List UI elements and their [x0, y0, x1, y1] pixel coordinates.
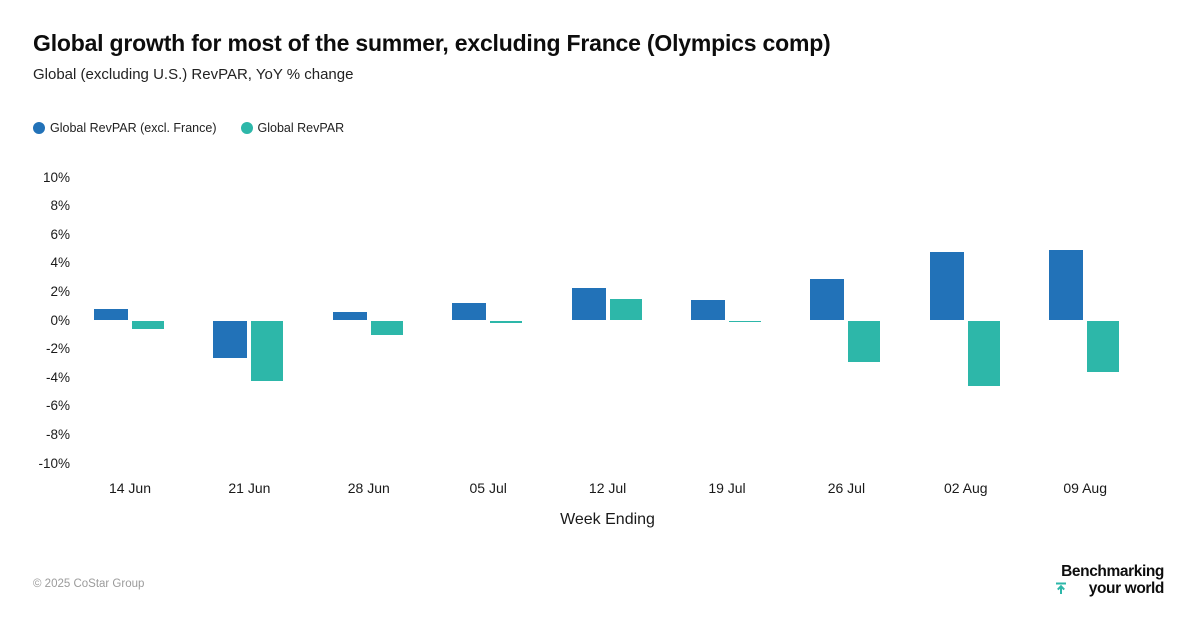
up-arrow-to-bar-icon — [1055, 582, 1066, 594]
chart-legend: Global RevPAR (excl. France) Global RevP… — [33, 121, 344, 135]
bar-global-revpar-excl-france — [1049, 250, 1084, 321]
bar-global-revpar — [1087, 320, 1120, 372]
x-tick-label: 05 Jul — [469, 480, 507, 496]
legend-label-excl-france: Global RevPAR (excl. France) — [50, 121, 217, 135]
bar-global-revpar-excl-france — [332, 311, 367, 321]
x-tick-label: 02 Aug — [943, 480, 988, 496]
bar-global-revpar-excl-france — [929, 251, 964, 321]
bar-global-revpar — [251, 320, 284, 381]
y-tick-label: -8% — [45, 426, 70, 442]
legend-item-excl-france: Global RevPAR (excl. France) — [33, 121, 217, 135]
y-tick-label: -4% — [45, 369, 70, 385]
x-tick-label: 09 Aug — [1063, 480, 1107, 496]
legend-item-global: Global RevPAR — [240, 121, 345, 135]
bar-global-revpar-excl-france — [452, 303, 487, 321]
bar-global-revpar-excl-france — [94, 309, 128, 321]
x-tick-label: 26 Jul — [827, 480, 866, 496]
y-tick-label: 8% — [50, 198, 70, 214]
y-tick-label: -2% — [45, 341, 70, 357]
y-tick-label: 10% — [42, 169, 70, 185]
bar-global-revpar-excl-france — [810, 279, 845, 321]
bar-global-revpar — [370, 320, 403, 335]
legend-dot-blue-icon — [33, 122, 45, 134]
x-tick-label: 14 Jun — [108, 480, 152, 496]
legend-label-global: Global RevPAR — [257, 121, 345, 135]
legend-dot-teal-icon — [240, 122, 253, 134]
logo-text-line1: Benchmarking — [1061, 563, 1164, 580]
x-tick-label: 28 Jun — [347, 480, 390, 496]
bar-global-revpar — [967, 320, 1000, 387]
logo-line2: your world — [1053, 580, 1164, 597]
logo-text-line2: your world — [1088, 580, 1165, 597]
benchmarking-logo: Benchmarking your world — [1053, 563, 1164, 597]
y-tick-label: 6% — [50, 226, 70, 242]
bar-global-revpar — [729, 320, 761, 322]
chart-subtitle: Global (excluding U.S.) RevPAR, YoY % ch… — [33, 66, 354, 83]
x-tick-label: 19 Jul — [708, 480, 746, 496]
bar-global-revpar — [132, 320, 164, 330]
y-tick-label: 2% — [50, 283, 70, 299]
chart-title: Global growth for most of the summer, ex… — [33, 30, 831, 56]
y-tick-label: 4% — [50, 255, 70, 271]
y-tick-label: -10% — [38, 455, 70, 471]
x-tick-label: 21 Jun — [228, 480, 271, 496]
bar-global-revpar — [848, 320, 881, 362]
bar-global-revpar-excl-france — [571, 287, 606, 321]
bar-global-revpar-excl-france — [213, 320, 248, 358]
y-tick-label: -6% — [45, 398, 70, 414]
x-axis-title: Week Ending — [560, 511, 655, 528]
bar-global-revpar — [609, 299, 642, 321]
copyright-text: © 2025 CoStar Group — [33, 578, 145, 590]
bar-global-revpar — [490, 320, 523, 324]
x-tick-label: 12 Jul — [588, 480, 627, 496]
y-tick-label: 0% — [50, 312, 70, 328]
bar-global-revpar-excl-france — [691, 300, 725, 321]
